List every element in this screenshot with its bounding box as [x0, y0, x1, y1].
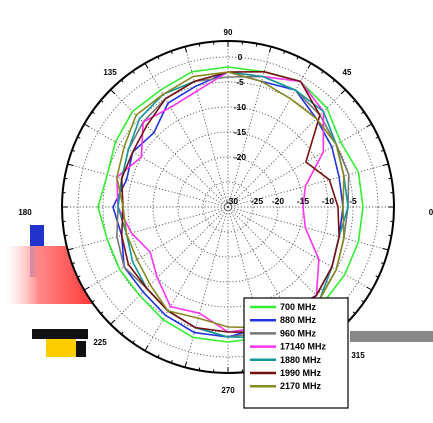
angle-label-270: 270	[221, 386, 235, 395]
outer-tick	[144, 345, 149, 352]
legend-label: 880 MHz	[280, 315, 317, 325]
ring-label: -20	[234, 152, 247, 162]
outer-tick	[268, 46, 272, 53]
polar-grid	[62, 41, 394, 373]
outer-tick	[144, 62, 149, 69]
outer-tick	[366, 123, 373, 128]
grid-ring	[202, 181, 254, 233]
angle-label-0: 0	[429, 208, 433, 217]
outer-tick	[83, 286, 90, 291]
ring-label-h: -10	[322, 196, 335, 206]
legend-label: 1990 MHz	[280, 368, 322, 378]
grid-spoke	[67, 163, 229, 208]
grid-spoke	[184, 206, 229, 368]
outer-tick	[184, 46, 188, 53]
legend-label: 700 MHz	[280, 302, 317, 312]
angle-label-180: 180	[18, 208, 32, 217]
outer-ring	[61, 40, 395, 374]
outer-tick	[110, 319, 116, 325]
grid-spoke	[110, 89, 229, 208]
legend-label: 17140 MHz	[280, 342, 327, 352]
grid-spoke	[227, 63, 312, 208]
ring-label-h: -20	[272, 196, 285, 206]
grid-ring	[77, 56, 379, 358]
grid-spoke	[227, 163, 389, 208]
grid-spoke	[144, 63, 229, 208]
angle-label-315: 315	[351, 351, 365, 360]
outer-tick	[366, 286, 373, 291]
outer-tick	[184, 361, 188, 368]
yellow-block	[46, 339, 76, 357]
grid-spoke	[227, 206, 389, 251]
black-block	[76, 341, 86, 357]
legend-label: 960 MHz	[280, 328, 317, 338]
black-bar-left	[32, 329, 88, 339]
grid-spoke	[227, 89, 346, 208]
outer-tick	[307, 62, 312, 69]
grid-spoke	[67, 206, 229, 251]
legend: 700 MHz 880 MHz 960 MHz 17140 MHz 1880 MHz 19…	[243, 297, 349, 409]
grid-ring	[177, 156, 279, 258]
grid-spoke	[84, 123, 229, 208]
outer-tick	[67, 163, 74, 167]
ring-label: -10	[234, 102, 247, 112]
angle-label-225: 225	[93, 338, 107, 347]
grid-spoke	[110, 206, 229, 325]
legend-label: 2170 MHz	[280, 381, 322, 391]
ring-label-h: -15	[297, 196, 310, 206]
grid-spoke	[144, 206, 229, 351]
ring-label: -30	[226, 196, 239, 206]
ring-label: 0	[238, 52, 243, 62]
outer-tick	[382, 247, 389, 251]
angle-label-45: 45	[343, 68, 352, 77]
outer-tick	[340, 89, 346, 95]
outer-tick	[67, 247, 74, 251]
ring-label: -25	[251, 196, 264, 206]
grid-spoke	[227, 206, 372, 291]
ring-label: -15	[234, 127, 247, 137]
grid-spoke	[184, 46, 229, 208]
grid-spoke	[227, 46, 272, 208]
outer-tick	[83, 123, 90, 128]
ring-label-h: -5	[349, 196, 357, 206]
angle-label-135: 135	[103, 68, 117, 77]
outer-tick	[382, 163, 389, 167]
ring-label: -5	[236, 77, 244, 87]
grid-spoke	[84, 206, 229, 291]
gray-bar-right	[350, 331, 433, 342]
label-group: 0 45 90 135 180 225 270 315 0 -5 -10 -15 -20 -25 -30 -5…	[18, 28, 433, 395]
grid-spoke	[227, 123, 372, 208]
angle-label-90: 90	[224, 28, 233, 37]
legend-label: 1880 MHz	[280, 355, 322, 365]
legend-box	[243, 297, 349, 409]
